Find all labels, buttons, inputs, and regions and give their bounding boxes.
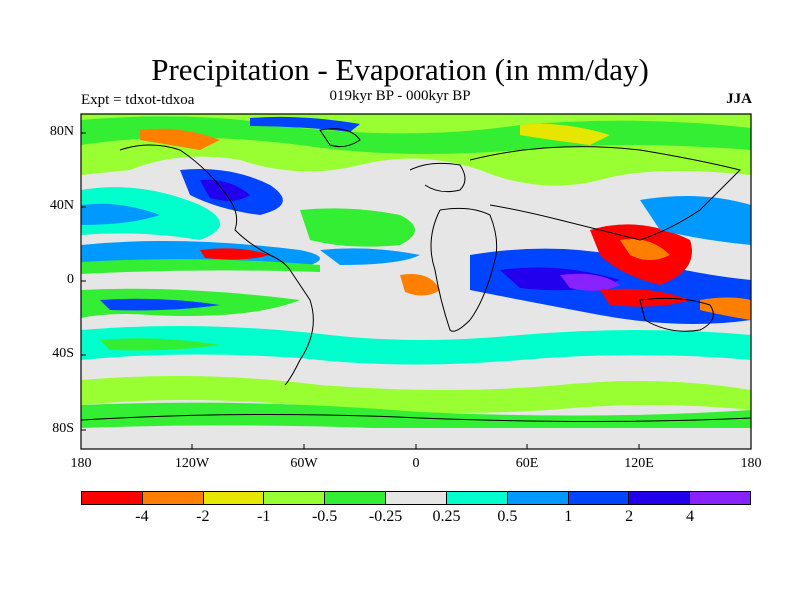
colorbar-label: 0.25 [432,508,461,525]
map-subtitle: 019kyr BP - 000kyr BP [329,88,471,104]
lon-label-180e: 180 [740,456,762,471]
lat-label-0: 0 [67,272,74,287]
colorbar-swatch [386,492,447,504]
colorbar-swatch [264,492,326,504]
colorbar-swatch [446,492,508,504]
colorbar-label: 1 [564,508,573,525]
lon-label-60e: 60E [515,456,539,471]
colorbar-swatch [568,492,630,504]
lat-label-80s: 80S [52,421,74,436]
colorbar-label: -1 [257,508,271,525]
colorbar-swatch [629,492,691,504]
colorbar-label: -4 [135,508,149,525]
colorbar-label: 2 [625,508,634,525]
colorbar-swatch [203,492,265,504]
colorbar-swatch [325,492,387,504]
colorbar-label: 4 [686,508,695,525]
map-title: Precipitation - Evaporation (in mm/day) [151,52,649,87]
lat-label-40n: 40N [49,198,74,213]
season-label: JJA [726,91,752,107]
anomaly-patches [81,114,751,449]
map-field [81,114,751,449]
lon-label-60w: 60W [290,456,318,471]
lon-label-180w: 180 [70,456,92,471]
experiment-label: Expt = tdxot-tdxoa [81,92,195,108]
colorbar-swatch [142,492,204,504]
colorbar-label: -0.25 [368,508,403,525]
colorbar-swatch [507,492,569,504]
lon-label-120e: 120E [624,456,654,471]
lat-label-80n: 80N [49,124,74,139]
lon-label-120w: 120W [174,456,210,471]
colorbar-swatch [690,492,750,504]
lat-label-40s: 40S [52,346,74,361]
colorbar-label: -2 [196,508,210,525]
colorbar-swatch [82,492,143,504]
coastlines [81,128,751,422]
axis-ticks [81,132,640,449]
colorbar-label: 0.5 [497,508,518,525]
colorbar [81,491,751,505]
colorbar-label: -0.5 [311,508,338,525]
lon-label-0: 0 [412,456,420,471]
